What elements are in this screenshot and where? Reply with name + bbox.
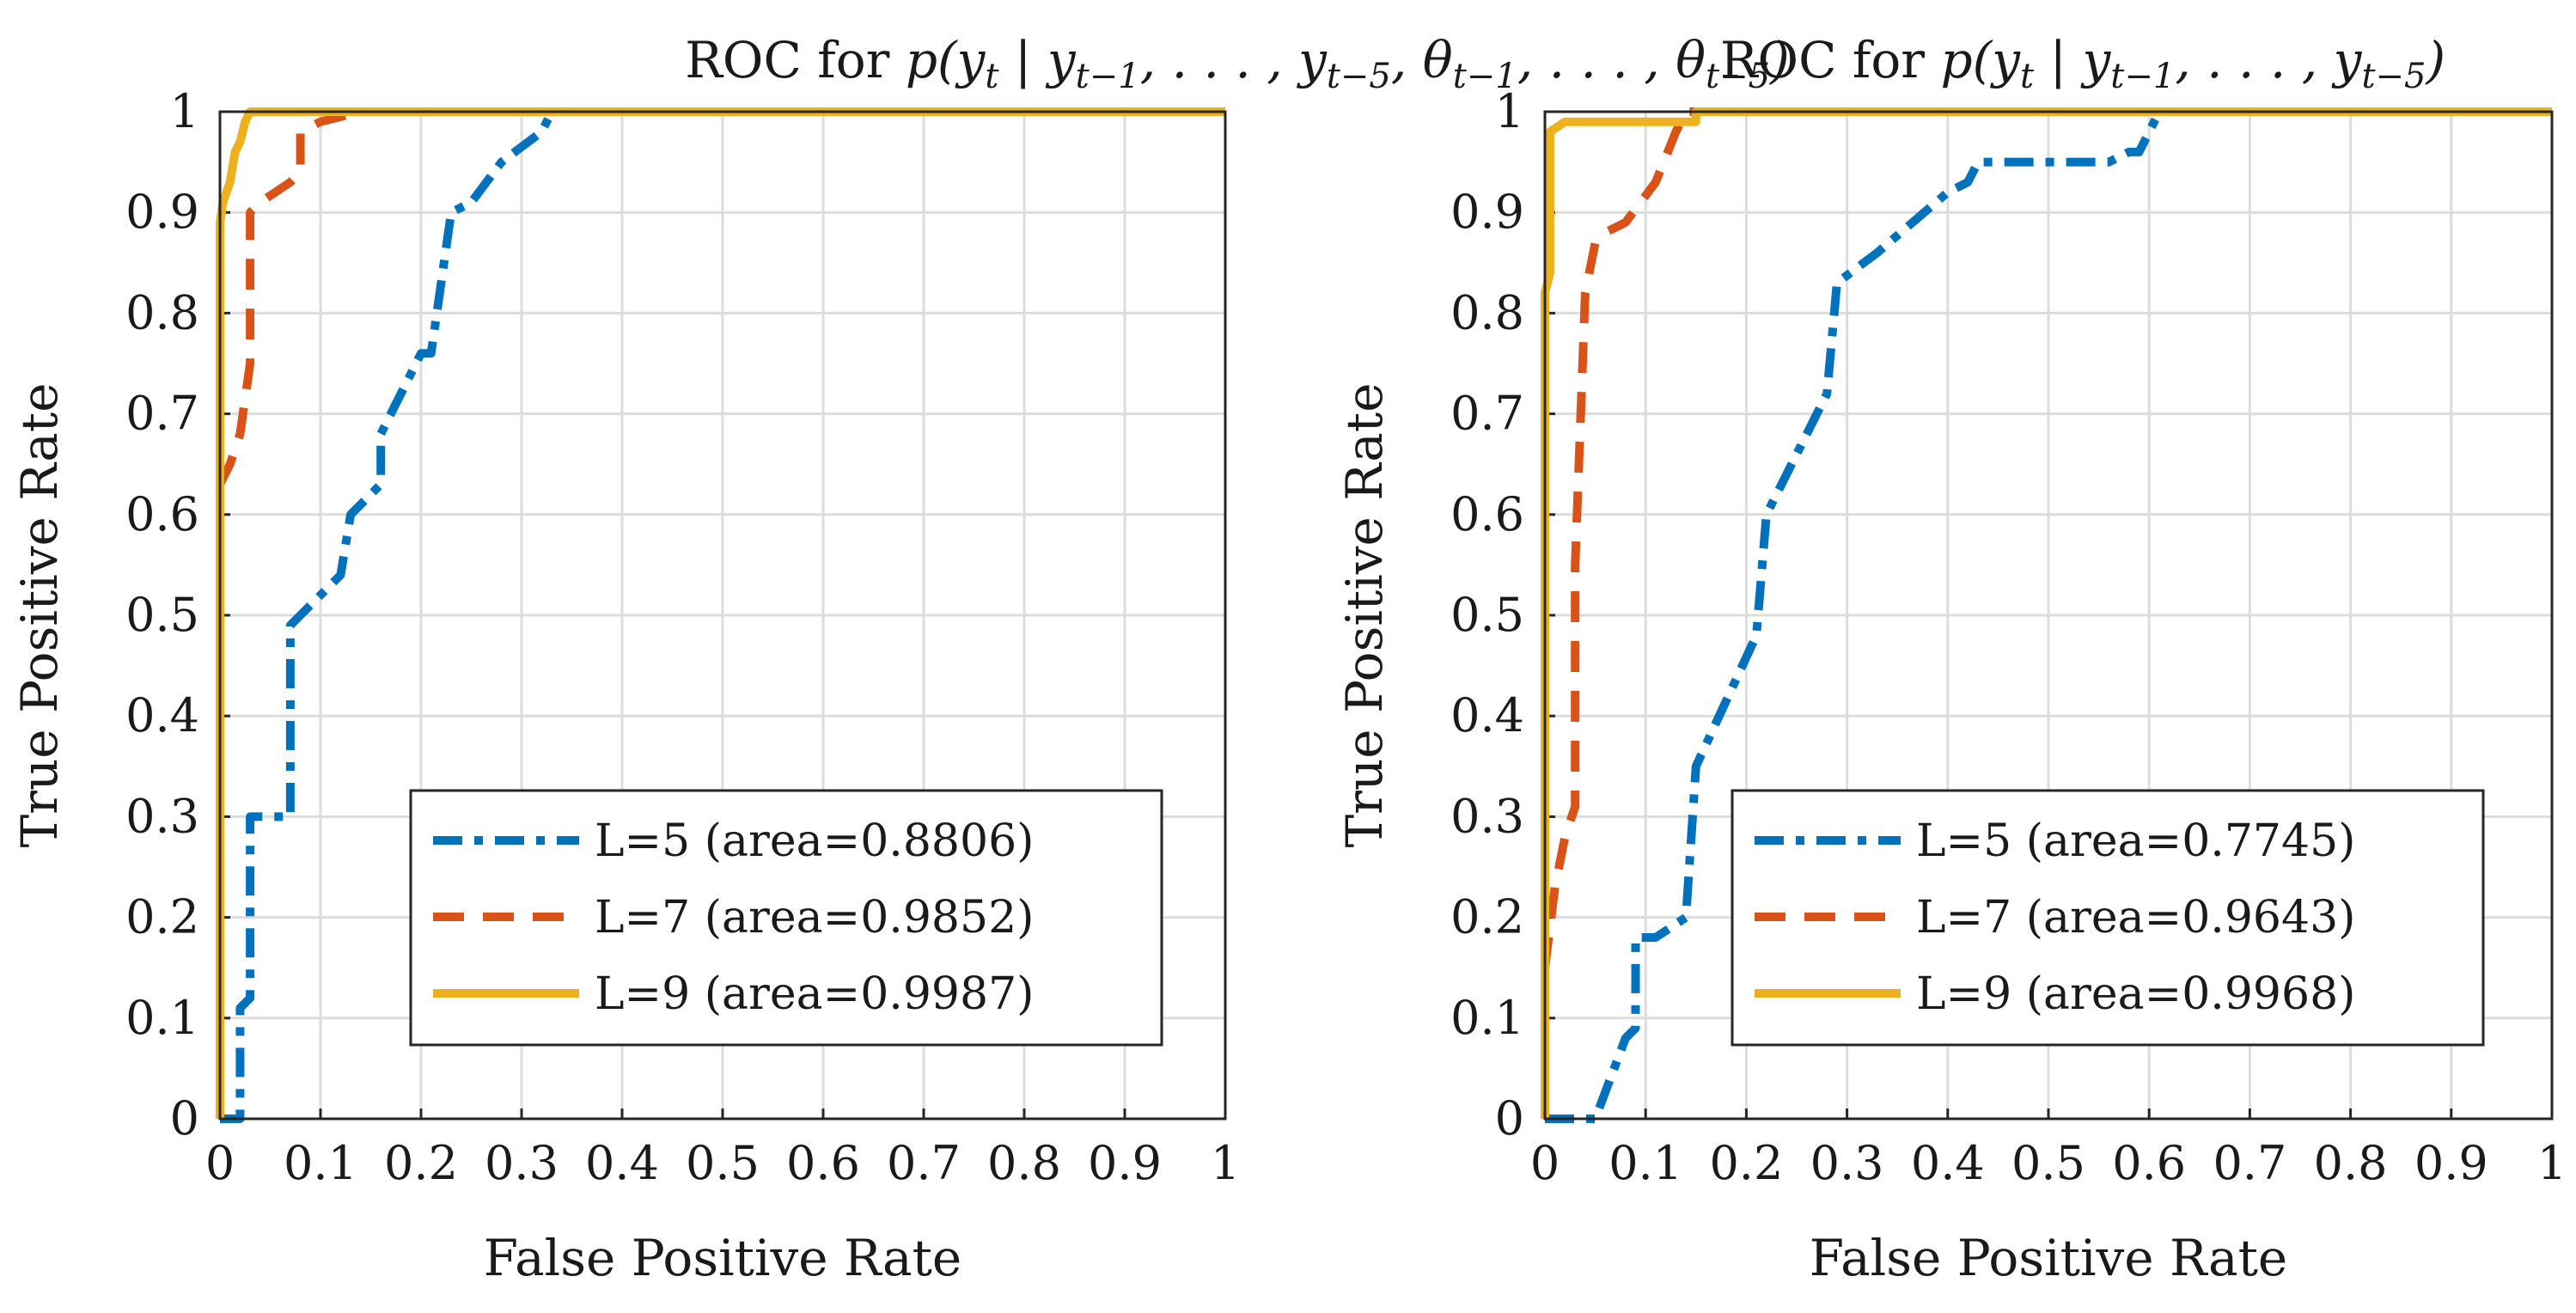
title-extra: , θ	[1391, 31, 1453, 89]
x-tick-label: 0.3	[1810, 1136, 1884, 1190]
legend-label: L=5 (area=0.7745)	[1916, 815, 2355, 867]
x-tick-label: 0.1	[1608, 1136, 1682, 1190]
title-dots2: , . . . , θ	[1517, 31, 1706, 89]
x-tick-label: 0.2	[384, 1136, 458, 1190]
x-tick-label: 0.9	[1088, 1136, 1162, 1190]
y-tick-label: 0.4	[125, 688, 199, 742]
series-line-L5	[220, 107, 1225, 1123]
title-sub-th1: t−1	[1453, 57, 1517, 96]
y-axis-label: True Positive Rate	[10, 382, 69, 847]
y-tick-label: 0	[1495, 1091, 1524, 1145]
legend: L=5 (area=0.8806) L=7 (area=0.9852) L=9 (a…	[409, 789, 1163, 1047]
x-tick-label: 0	[1530, 1136, 1560, 1190]
legend-label: L=9 (area=0.9968)	[1916, 968, 2355, 1020]
y-tick-label: 0.2	[1450, 890, 1524, 944]
title-sub-t: t	[985, 57, 999, 96]
x-tick-label: 1	[2537, 1136, 2567, 1190]
y-tick-label: 0.2	[125, 890, 199, 944]
title-bar: | y	[2034, 31, 2111, 89]
title-sub-5: t−5	[2361, 57, 2426, 96]
x-axis-label: False Positive Rate	[484, 1229, 961, 1287]
y-tick-label: 0.3	[125, 789, 199, 843]
y-tick-label: 0.8	[125, 285, 199, 339]
title-close: )	[2424, 31, 2445, 89]
title-sub-1: t−1	[1076, 57, 1140, 96]
x-tick-label: 0.8	[2314, 1136, 2388, 1190]
y-tick-label: 0.6	[125, 487, 199, 541]
title-sub-th5: t−5	[1706, 57, 1770, 96]
y-tick-label: 0.1	[1450, 991, 1524, 1045]
y-tick-label: 0.7	[1450, 387, 1524, 441]
x-tick-label: 0.2	[1709, 1136, 1783, 1190]
x-axis-label: False Positive Rate	[1810, 1229, 2287, 1287]
title-body: p(y	[906, 31, 986, 89]
legend-label: L=7 (area=0.9643)	[1916, 892, 2355, 944]
plot-frame	[218, 110, 1227, 1121]
x-tick-label: 0.5	[2011, 1136, 2085, 1190]
x-tick-label: 0.7	[887, 1136, 961, 1190]
legend: L=5 (area=0.7745) L=7 (area=0.9643) L=9 (a…	[1731, 789, 2485, 1047]
x-tick-label: 0.1	[284, 1136, 357, 1190]
x-tick-label: 0.4	[585, 1136, 659, 1190]
title-dots1: , . . . , y	[1140, 31, 1328, 89]
tick-labels: 0 0.1 0.2 0.3 0.4 0.5 0.6 0.7 0.8 0.9 1 0 0.1 0.2 0.3 0…	[1450, 84, 2567, 1190]
y-tick-label: 0.9	[125, 185, 199, 239]
series-line-L5	[1545, 107, 2552, 1123]
y-tick-label: 0.7	[125, 387, 199, 441]
title-sub-1: t−1	[2110, 57, 2175, 96]
title-prefix: ROC for	[1720, 31, 1941, 89]
legend-label: L=7 (area=0.9852)	[595, 892, 1034, 944]
y-tick-label: 0.5	[1450, 588, 1524, 642]
roc-chart-left: 0 0.1 0.2 0.3 0.4 0.5 0.6 0.7 0.8 0.9 1 0 0.1 0.2 0.3 0…	[10, 31, 1790, 1287]
x-tick-label: 0.3	[485, 1136, 559, 1190]
chart-title: ROC for p(yt | yt−1, . . . , yt−5, θt−1,…	[685, 31, 1789, 96]
y-tick-label: 0	[170, 1091, 199, 1145]
title-dots1: , . . . , y	[2175, 31, 2362, 89]
chart-title: ROC for p(yt | yt−1, . . . , yt−5)	[1720, 31, 2445, 96]
x-tick-label: 0.6	[2112, 1136, 2186, 1190]
series-line-L7	[216, 107, 1225, 486]
title-sub-5: t−5	[1327, 57, 1391, 96]
roc-chart-right: 0 0.1 0.2 0.3 0.4 0.5 0.6 0.7 0.8 0.9 1 0 0.1 0.2 0.3 0…	[1335, 31, 2567, 1287]
title-bar: | y	[998, 31, 1076, 89]
y-tick-label: 0.3	[1450, 789, 1524, 843]
x-tick-label: 1	[1211, 1136, 1240, 1190]
plot-frame	[1543, 110, 2554, 1121]
y-axis-label: True Positive Rate	[1335, 382, 1394, 847]
y-tick-label: 1	[170, 84, 199, 138]
title-body: p(y	[1940, 31, 2021, 89]
y-tick-label: 0.1	[125, 991, 199, 1045]
y-tick-label: 0.6	[1450, 487, 1524, 541]
title-sub-t: t	[2020, 57, 2035, 96]
title-prefix: ROC for	[685, 31, 906, 89]
y-tick-label: 1	[1495, 84, 1524, 138]
x-tick-label: 0	[205, 1136, 235, 1190]
y-tick-label: 0.8	[1450, 285, 1524, 339]
y-tick-label: 0.9	[1450, 185, 1524, 239]
y-tick-label: 0.4	[1450, 688, 1524, 742]
tick-labels: 0 0.1 0.2 0.3 0.4 0.5 0.6 0.7 0.8 0.9 1 0 0.1 0.2 0.3 0…	[125, 84, 1240, 1190]
x-tick-label: 0.8	[987, 1136, 1061, 1190]
legend-label: L=5 (area=0.8806)	[595, 815, 1034, 867]
legend-label: L=9 (area=0.9987)	[595, 968, 1034, 1020]
x-tick-label: 0.9	[2414, 1136, 2488, 1190]
title-close: )	[1768, 31, 1790, 89]
x-tick-label: 0.6	[786, 1136, 860, 1190]
y-tick-label: 0.5	[125, 588, 199, 642]
x-tick-label: 0.4	[1911, 1136, 1985, 1190]
x-tick-label: 0.5	[686, 1136, 760, 1190]
x-tick-label: 0.7	[2213, 1136, 2286, 1190]
